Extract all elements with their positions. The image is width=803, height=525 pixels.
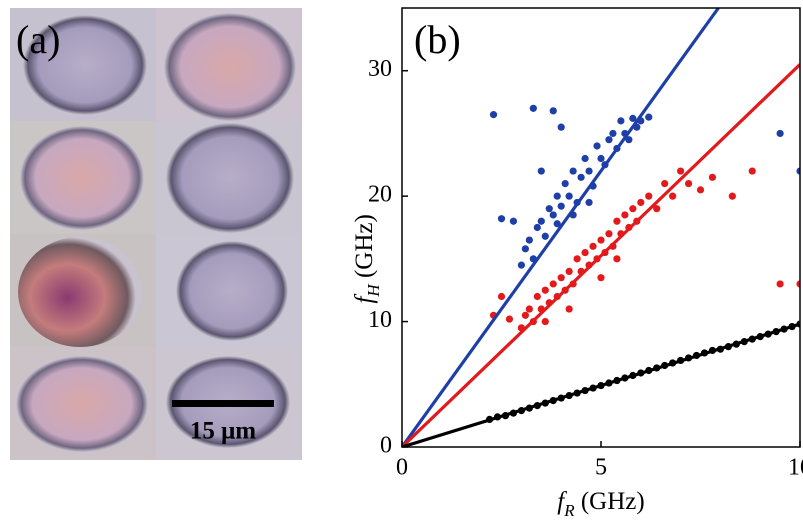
point bbox=[597, 274, 605, 282]
scale-bar bbox=[172, 400, 274, 407]
point bbox=[553, 220, 561, 228]
scale-bar-label: 15 μm bbox=[190, 418, 256, 445]
point bbox=[581, 248, 589, 257]
point bbox=[796, 280, 800, 288]
point bbox=[585, 167, 593, 175]
x-tick-label: 5 bbox=[595, 455, 607, 481]
micrograph: 15 μm (a) bbox=[10, 8, 302, 460]
point bbox=[525, 236, 533, 244]
x-axis-label-subscript: R bbox=[563, 501, 575, 520]
point bbox=[605, 136, 613, 144]
point bbox=[521, 311, 529, 319]
y-axis-label-symbol: f bbox=[351, 294, 378, 304]
point bbox=[776, 129, 784, 138]
fit-line bbox=[402, 8, 720, 447]
fit-line bbox=[402, 322, 800, 447]
point bbox=[541, 317, 549, 326]
point bbox=[696, 186, 705, 194]
point bbox=[621, 211, 629, 219]
point bbox=[537, 217, 545, 225]
point bbox=[489, 111, 498, 119]
point bbox=[533, 292, 541, 301]
panel-label: (a) bbox=[16, 17, 60, 62]
point bbox=[796, 167, 800, 175]
point bbox=[629, 114, 637, 122]
point bbox=[537, 167, 545, 175]
point bbox=[561, 180, 569, 188]
point bbox=[541, 232, 549, 240]
point bbox=[533, 223, 541, 232]
x-axis-label: fR (GHz) bbox=[557, 488, 644, 521]
point bbox=[677, 167, 685, 175]
y-axis-label-subscript: H bbox=[364, 283, 383, 298]
point bbox=[629, 205, 637, 213]
point bbox=[497, 292, 506, 301]
point bbox=[545, 205, 553, 213]
point bbox=[557, 274, 565, 282]
point bbox=[529, 104, 537, 112]
point bbox=[617, 117, 625, 125]
point bbox=[569, 167, 577, 175]
point bbox=[625, 136, 633, 144]
data-layer bbox=[402, 8, 800, 447]
fit-line bbox=[402, 63, 800, 447]
y-tick-label: 10 bbox=[368, 307, 392, 333]
point bbox=[645, 113, 653, 121]
x-axis-label-symbol: f bbox=[557, 488, 567, 515]
point bbox=[521, 245, 529, 253]
point bbox=[589, 242, 597, 250]
point bbox=[669, 192, 677, 200]
point bbox=[605, 230, 613, 238]
y-tick-label: 20 bbox=[368, 182, 392, 208]
y-axis-label-unit: (GHz) bbox=[351, 214, 378, 284]
point bbox=[577, 173, 585, 181]
point bbox=[525, 305, 533, 313]
point bbox=[609, 129, 617, 138]
point bbox=[497, 215, 506, 223]
point bbox=[684, 180, 693, 188]
point bbox=[565, 192, 573, 200]
point bbox=[597, 154, 605, 163]
scatter-plot: (b) 05100102030fR (GHz)fH (GHz) bbox=[351, 7, 803, 521]
y-axis-label: fH (GHz) bbox=[351, 214, 384, 303]
point bbox=[637, 198, 645, 207]
point bbox=[581, 154, 589, 163]
point bbox=[748, 167, 756, 175]
point bbox=[557, 123, 565, 131]
point bbox=[509, 217, 518, 225]
panel-label: (b) bbox=[414, 17, 461, 62]
point bbox=[557, 202, 565, 210]
y-tick-label: 0 bbox=[380, 433, 392, 459]
point bbox=[728, 192, 736, 200]
plot-frame bbox=[401, 7, 801, 448]
point bbox=[585, 198, 593, 207]
point bbox=[613, 255, 621, 263]
point bbox=[549, 211, 557, 219]
point bbox=[517, 261, 526, 269]
point bbox=[593, 142, 601, 150]
point bbox=[661, 180, 669, 188]
y-tick-label: 30 bbox=[368, 56, 392, 82]
point bbox=[776, 280, 784, 288]
point bbox=[708, 173, 717, 181]
point bbox=[597, 236, 605, 244]
point bbox=[613, 217, 621, 225]
point bbox=[573, 255, 581, 263]
point bbox=[565, 305, 573, 313]
point bbox=[549, 280, 557, 288]
point bbox=[549, 107, 557, 115]
point bbox=[565, 267, 573, 275]
point bbox=[645, 192, 653, 200]
point bbox=[653, 205, 661, 213]
x-tick-label: 10 bbox=[788, 455, 803, 481]
point bbox=[505, 315, 514, 323]
point bbox=[541, 286, 549, 294]
point bbox=[553, 192, 561, 200]
x-axis-label-unit: (GHz) bbox=[575, 488, 645, 515]
x-tick-label: 0 bbox=[396, 455, 408, 481]
